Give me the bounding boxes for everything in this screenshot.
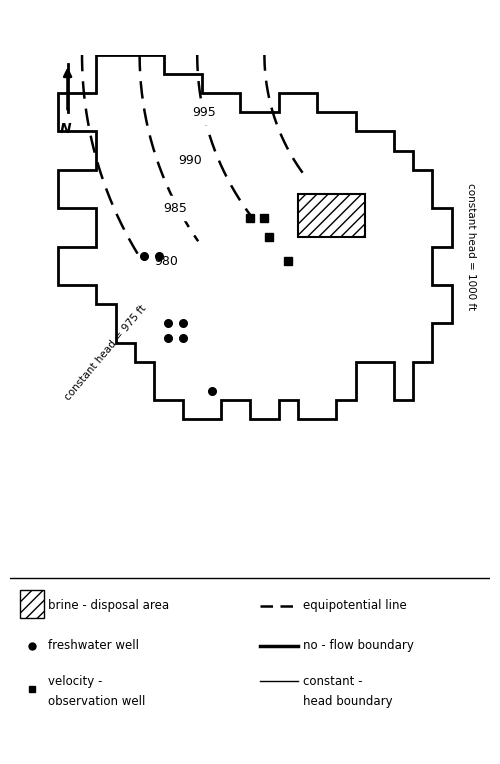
Text: head boundary: head boundary: [303, 694, 392, 707]
Text: N: N: [60, 122, 71, 136]
Text: constant head = 975 ft: constant head = 975 ft: [64, 303, 148, 402]
Text: observation well: observation well: [48, 694, 146, 707]
Text: velocity -: velocity -: [48, 675, 103, 688]
Text: 990: 990: [178, 154, 202, 167]
Text: 980: 980: [154, 254, 178, 267]
Text: constant head = 1000 ft: constant head = 1000 ft: [466, 183, 476, 310]
Text: equipotential line: equipotential line: [303, 599, 406, 612]
Text: no - flow boundary: no - flow boundary: [303, 639, 414, 652]
Text: 985: 985: [164, 202, 188, 215]
Text: constant -: constant -: [303, 675, 362, 688]
Text: 995: 995: [192, 105, 216, 118]
Text: freshwater well: freshwater well: [48, 639, 140, 652]
Text: brine - disposal area: brine - disposal area: [48, 599, 170, 612]
Bar: [20, 590, 44, 618]
Bar: [298, 194, 365, 237]
